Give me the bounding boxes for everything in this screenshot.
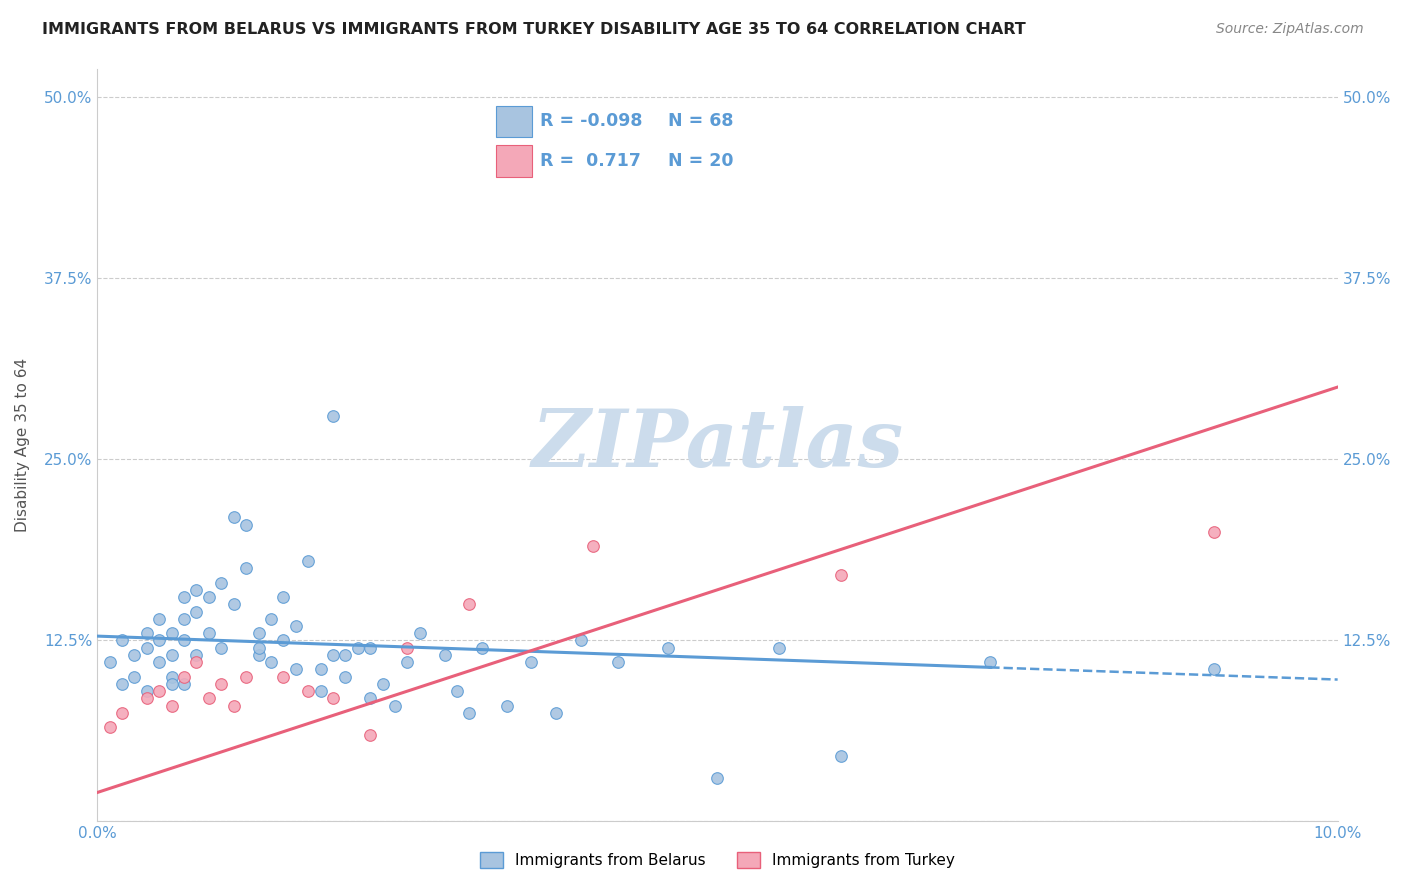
Point (359, 640, 381, 655)
Point (124, 648, 146, 662)
Point (346, 640, 368, 655)
Point (186, 605, 208, 619)
Point (607, 655, 630, 669)
Point (271, 633, 294, 648)
Point (173, 612, 195, 626)
Point (396, 655, 419, 669)
Point (186, 655, 208, 669)
Text: Source: ZipAtlas.com: Source: ZipAtlas.com (1216, 22, 1364, 37)
Point (335, 648, 357, 662)
Point (198, 691, 221, 706)
Point (433, 648, 456, 662)
Point (111, 706, 134, 720)
Point (335, 670, 357, 684)
Point (160, 677, 183, 691)
Point (322, 691, 344, 706)
Point (173, 590, 195, 604)
Point (173, 677, 195, 691)
Text: N = 20: N = 20 (668, 152, 734, 170)
Point (471, 640, 494, 655)
Point (111, 633, 134, 648)
Bar (496, 105, 531, 136)
Point (186, 582, 208, 597)
Y-axis label: Disability Age 35 to 64: Disability Age 35 to 64 (15, 358, 30, 532)
Point (111, 677, 134, 691)
Point (173, 670, 195, 684)
Point (160, 626, 183, 640)
Point (209, 640, 232, 655)
Point (768, 640, 790, 655)
Point (186, 648, 208, 662)
Point (198, 626, 221, 640)
Text: IMMIGRANTS FROM BELARUS VS IMMIGRANTS FROM TURKEY DISABILITY AGE 35 TO 64 CORREL: IMMIGRANTS FROM BELARUS VS IMMIGRANTS FR… (42, 22, 1026, 37)
Point (297, 554, 319, 568)
Point (458, 597, 481, 611)
Point (359, 691, 381, 706)
Point (546, 706, 568, 720)
Point (235, 561, 257, 575)
Point (222, 698, 245, 713)
Point (322, 648, 344, 662)
Point (1202, 662, 1225, 676)
Point (569, 633, 592, 648)
Point (830, 568, 852, 582)
Point (260, 612, 283, 626)
Point (1202, 524, 1225, 539)
Point (396, 640, 419, 655)
Point (135, 691, 157, 706)
Text: ZIPatlas: ZIPatlas (531, 406, 904, 483)
Point (222, 510, 245, 524)
Point (322, 409, 344, 423)
Point (495, 698, 517, 713)
Point (235, 517, 257, 532)
Point (148, 655, 170, 669)
Point (247, 626, 270, 640)
Text: N = 68: N = 68 (668, 112, 734, 130)
Point (284, 619, 307, 633)
Bar (496, 145, 531, 177)
Point (582, 539, 605, 553)
Point (260, 655, 283, 669)
Point (124, 670, 146, 684)
Point (706, 771, 728, 785)
Point (297, 684, 319, 698)
Text: R =  0.717: R = 0.717 (540, 152, 641, 170)
Point (271, 590, 294, 604)
Point (148, 633, 170, 648)
Point (98, 655, 121, 669)
Point (520, 655, 543, 669)
Point (657, 640, 679, 655)
Point (135, 640, 157, 655)
Point (247, 648, 270, 662)
Point (409, 626, 432, 640)
Point (148, 684, 170, 698)
Point (198, 590, 221, 604)
Legend: Immigrants from Belarus, Immigrants from Turkey: Immigrants from Belarus, Immigrants from… (474, 846, 960, 874)
Point (458, 706, 481, 720)
Text: R = -0.098: R = -0.098 (540, 112, 643, 130)
Point (98, 720, 121, 734)
Point (309, 662, 332, 676)
Point (830, 749, 852, 764)
Point (148, 612, 170, 626)
Point (235, 670, 257, 684)
Point (222, 597, 245, 611)
Point (173, 633, 195, 648)
Point (160, 648, 183, 662)
Point (384, 698, 406, 713)
Point (309, 684, 332, 698)
Point (209, 575, 232, 590)
Point (209, 677, 232, 691)
Point (284, 662, 307, 676)
Point (979, 655, 1001, 669)
Point (371, 677, 394, 691)
Point (446, 684, 468, 698)
Point (135, 626, 157, 640)
Point (160, 698, 183, 713)
Point (247, 640, 270, 655)
Point (135, 684, 157, 698)
Point (271, 670, 294, 684)
Point (160, 670, 183, 684)
Point (359, 728, 381, 742)
